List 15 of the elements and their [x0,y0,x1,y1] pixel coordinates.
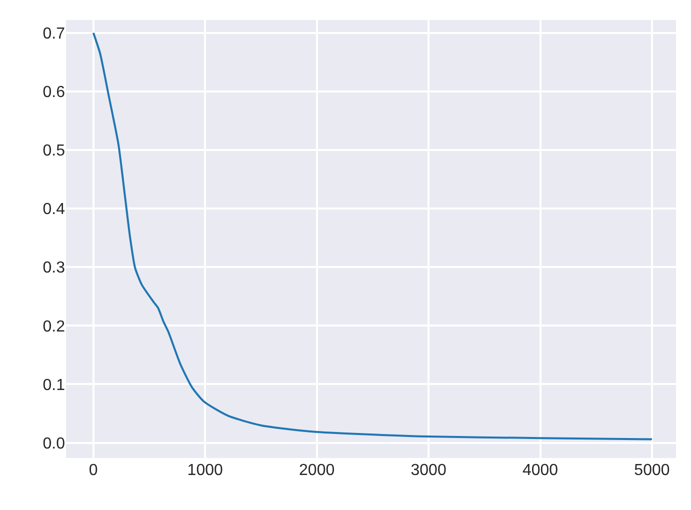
y-tick-label: 0.0 [42,435,66,452]
y-tick-label: 0.7 [42,25,66,42]
x-tick-label: 4000 [522,462,558,479]
y-tick-label: 0.3 [42,260,66,277]
x-tick-label: 3000 [410,462,446,479]
x-tick-label: 5000 [634,462,670,479]
x-tick-label: 0 [88,462,98,479]
y-tick-label: 0.1 [42,376,66,394]
x-tick-label: 2000 [299,462,335,479]
y-tick-label: 0.6 [42,84,66,102]
line-series [92,32,653,440]
y-tick-label: 0.5 [42,142,66,160]
y-tick-label: 0.2 [42,318,66,336]
x-tick-label: 1000 [187,462,223,479]
y-tick-label: 0.4 [42,201,66,218]
